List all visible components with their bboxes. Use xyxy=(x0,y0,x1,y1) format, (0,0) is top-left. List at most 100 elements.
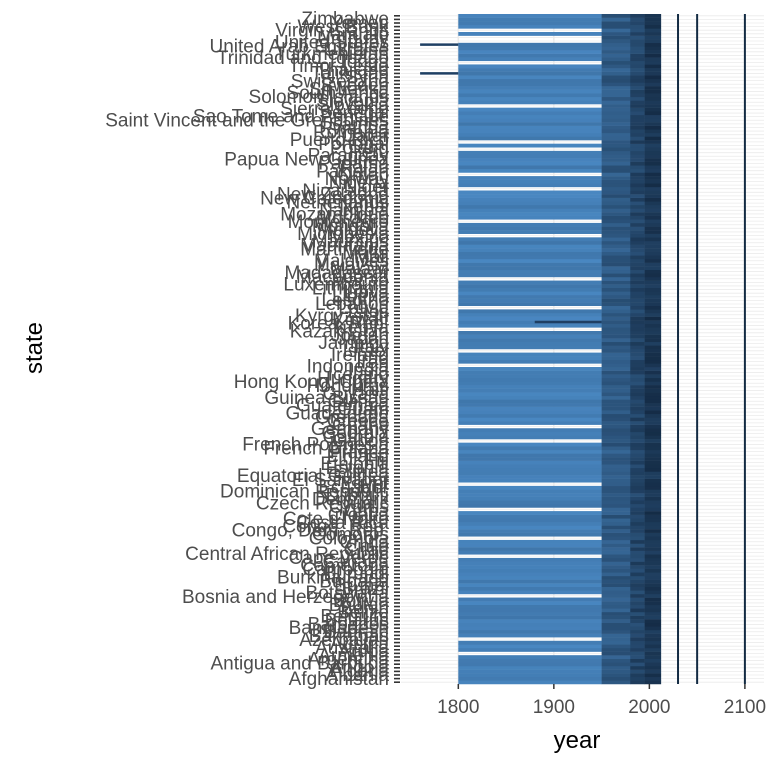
heat-tile xyxy=(458,53,602,58)
segment-layer xyxy=(420,43,602,324)
heat-tile xyxy=(630,89,645,94)
y-tick-label: Brazil xyxy=(341,579,389,600)
heat-tile xyxy=(630,197,645,202)
heat-tile xyxy=(601,478,631,483)
y-tick-label: Slovakia xyxy=(317,95,389,116)
heat-tile xyxy=(630,57,645,62)
heat-tile xyxy=(644,197,662,202)
heat-tile xyxy=(644,525,662,530)
heat-tile xyxy=(458,475,602,479)
y-tick-label: Barbados xyxy=(308,614,389,635)
heat-tile xyxy=(644,608,662,613)
heat-tile xyxy=(458,107,602,112)
heat-tile xyxy=(458,230,602,234)
heat-tile xyxy=(630,140,645,144)
heat-tile xyxy=(644,604,662,609)
heat-tile xyxy=(630,608,645,613)
heat-tile xyxy=(458,201,602,206)
y-tick-label: Liberia xyxy=(332,286,389,307)
heat-tile xyxy=(630,377,645,382)
y-tick-label: Cambodia xyxy=(302,560,389,581)
heat-tile xyxy=(458,248,602,252)
heat-tile xyxy=(644,611,662,616)
heat-tile xyxy=(458,583,602,587)
heat-tile xyxy=(630,114,645,119)
heat-tile xyxy=(644,637,662,642)
y-tick-label: New Caledonia xyxy=(260,189,389,210)
heat-tile xyxy=(644,248,662,252)
heat-tile xyxy=(644,53,662,58)
heat-tile xyxy=(458,291,602,296)
y-tick-label: New Zealand xyxy=(277,185,389,206)
heat-tile xyxy=(630,262,645,267)
heat-tile xyxy=(458,46,602,51)
heat-tile xyxy=(601,568,631,573)
heat-tile xyxy=(458,525,602,530)
heat-tile xyxy=(644,194,662,198)
heat-tile xyxy=(458,392,602,397)
heat-tile xyxy=(630,39,645,44)
heat-tile xyxy=(630,539,645,544)
heat-tile xyxy=(458,514,602,519)
heat-tile xyxy=(601,457,631,461)
heat-tile xyxy=(458,644,602,649)
y-tick-label: Jordan xyxy=(331,325,389,346)
heat-tile xyxy=(458,68,602,72)
y-tick-label: Qatar xyxy=(341,126,389,147)
heat-tile xyxy=(601,89,631,94)
heat-tile xyxy=(601,377,631,382)
heat-tile xyxy=(630,521,645,526)
heat-tile xyxy=(630,421,645,425)
y-tick-label: Comoros xyxy=(312,525,389,546)
y-tick-label: Laos xyxy=(348,302,389,323)
heat-tile xyxy=(644,561,662,566)
y-tick-label: Mauritius xyxy=(312,232,389,253)
heat-tile xyxy=(458,673,602,678)
heat-tile xyxy=(644,421,662,425)
heat-tile xyxy=(601,298,631,303)
y-tick-label: Portugal xyxy=(318,134,389,155)
heat-tile xyxy=(644,467,662,472)
heat-tile xyxy=(458,406,602,411)
heat-tile xyxy=(630,248,645,252)
heat-tile xyxy=(601,276,631,281)
heat-tile xyxy=(601,287,631,292)
y-axis-ticks xyxy=(394,15,400,683)
heat-tile xyxy=(458,442,602,447)
y-tick-label: Italy xyxy=(354,337,389,358)
heat-tile xyxy=(630,96,645,101)
heat-tile xyxy=(630,93,645,98)
y-tick-label: Lebanon xyxy=(315,294,389,315)
heat-tile xyxy=(644,547,662,551)
heat-tile xyxy=(630,125,645,130)
heat-tile xyxy=(458,467,602,472)
heat-tile xyxy=(601,403,631,407)
y-tick-label: Bulgaria xyxy=(319,571,389,592)
heat-tile xyxy=(601,284,631,289)
heat-tile xyxy=(601,525,631,530)
y-tick-label: West Bank xyxy=(297,17,389,38)
heat-tile xyxy=(458,410,602,415)
heat-tile xyxy=(601,68,631,72)
heat-tile xyxy=(458,86,602,90)
heat-tile xyxy=(458,42,602,47)
heat-tile xyxy=(630,204,645,209)
heat-tile xyxy=(458,460,602,465)
y-tick-label: Argentina xyxy=(308,649,390,670)
y-tick-label: Kenya xyxy=(335,318,389,339)
y-tick-label: Cameroon xyxy=(300,556,389,577)
y-tick-label: Bangladesh xyxy=(289,618,389,639)
heat-tile xyxy=(458,403,602,407)
heat-tile xyxy=(630,460,645,465)
heat-tile xyxy=(630,68,645,72)
y-tick-label: Armenia xyxy=(318,646,389,667)
heat-tile xyxy=(458,352,602,357)
heat-tile xyxy=(630,42,645,47)
heat-tile xyxy=(458,158,602,162)
heat-tile xyxy=(644,150,662,155)
heat-tile xyxy=(601,622,631,627)
heat-tile xyxy=(601,557,631,562)
y-tick-label: Georgia xyxy=(321,423,389,444)
heat-tile xyxy=(630,590,645,595)
heat-tile xyxy=(601,500,631,505)
